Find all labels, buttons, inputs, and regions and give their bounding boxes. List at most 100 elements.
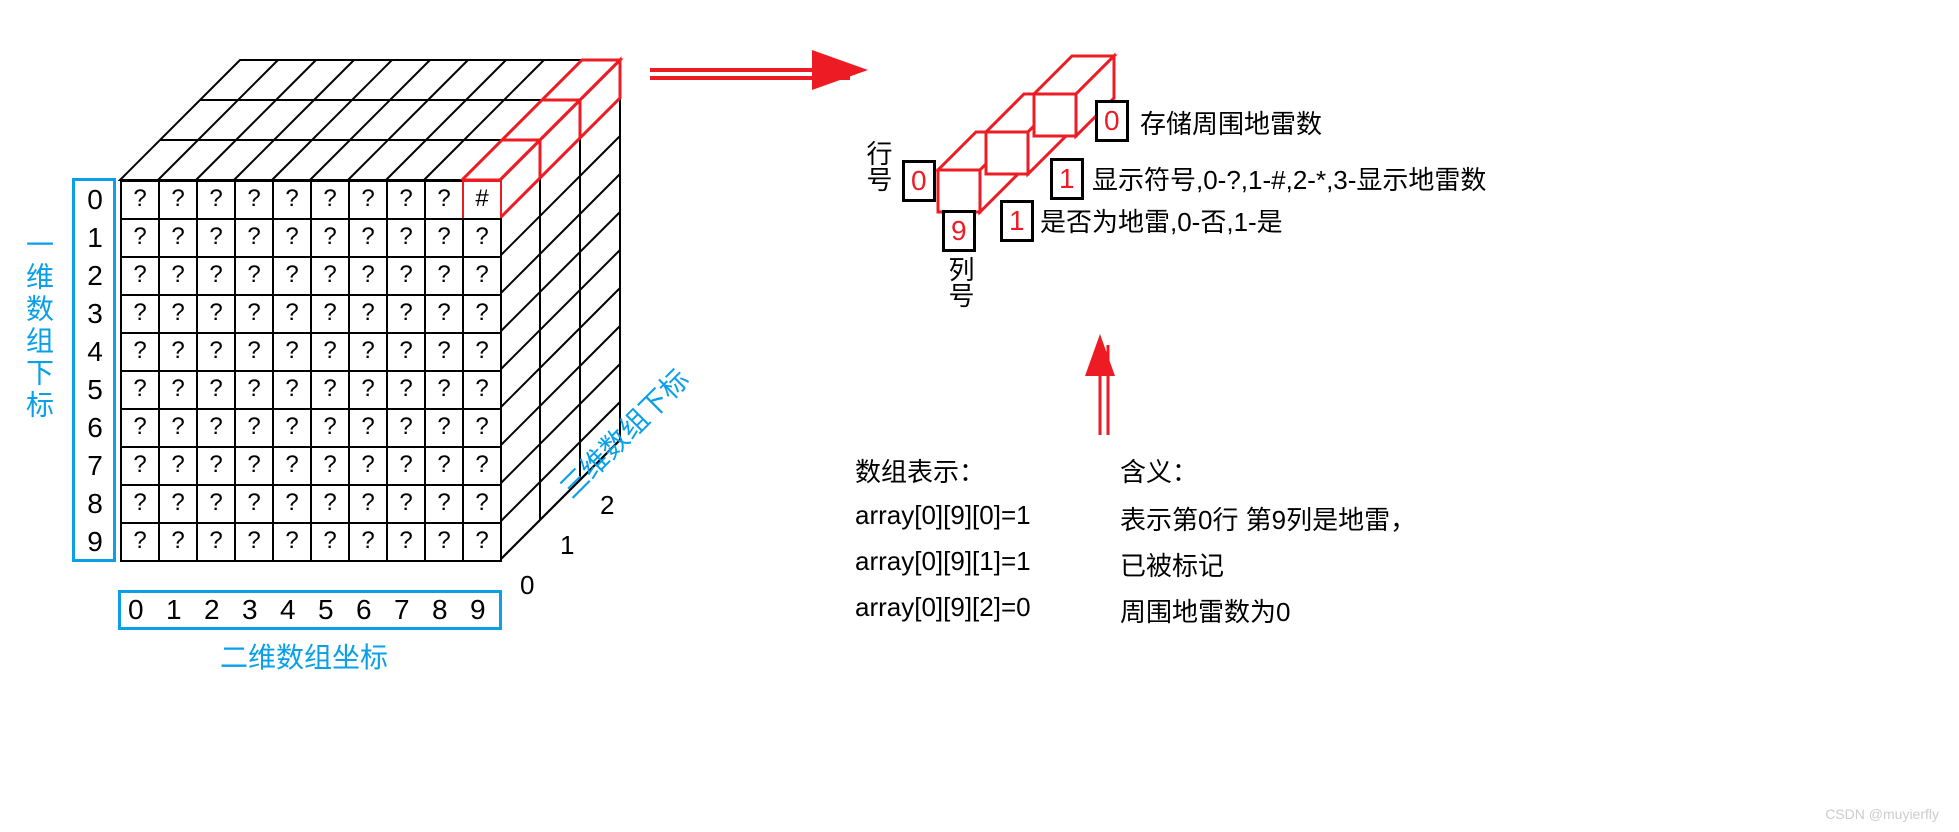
watermark: CSDN @muyierfly xyxy=(1825,806,1939,822)
grid-cell: ? xyxy=(310,294,350,334)
grid-cell: ? xyxy=(424,522,464,562)
grid-cell: ? xyxy=(196,332,236,372)
col-header: 4 xyxy=(280,594,296,626)
grid-cell: ? xyxy=(424,332,464,372)
col-header: 2 xyxy=(204,594,220,626)
grid-cell: ? xyxy=(158,370,198,410)
grid-cell: ? xyxy=(386,256,426,296)
col-header: 1 xyxy=(166,594,182,626)
grid-cell: ? xyxy=(462,446,502,486)
legend-left-title: 数组表示： xyxy=(855,452,985,489)
col-header: 9 xyxy=(470,594,486,626)
grid-cell: ? xyxy=(158,446,198,486)
grid-cell: ? xyxy=(348,370,388,410)
detail-col-box: 9 xyxy=(942,210,976,252)
grid-cell: ? xyxy=(120,370,160,410)
grid-cell: ? xyxy=(310,484,350,524)
grid-cell: ? xyxy=(196,408,236,448)
grid-cell: ? xyxy=(310,408,350,448)
grid-cell: ? xyxy=(196,522,236,562)
grid-cell: ? xyxy=(348,446,388,486)
legend-right: 已被标记 xyxy=(1120,546,1224,583)
dim1-label: 一维数组下标 xyxy=(18,230,58,422)
grid-cell: ? xyxy=(272,446,312,486)
grid-cell: ? xyxy=(348,522,388,562)
grid-cell: ? xyxy=(310,446,350,486)
grid-cell: ? xyxy=(158,522,198,562)
row-header: 3 xyxy=(80,298,110,330)
grid-cell: ? xyxy=(424,256,464,296)
grid-cell: ? xyxy=(348,256,388,296)
grid-cell: ? xyxy=(196,180,236,220)
grid-cell: # xyxy=(462,180,502,220)
grid-cell: ? xyxy=(272,408,312,448)
grid-cell: ? xyxy=(462,484,502,524)
grid-cell: ? xyxy=(272,256,312,296)
grid-cell: ? xyxy=(348,408,388,448)
grid-cell: ? xyxy=(424,446,464,486)
grid-cell: ? xyxy=(386,484,426,524)
grid-cell: ? xyxy=(462,294,502,334)
grid-cell: ? xyxy=(386,218,426,258)
grid-cell: ? xyxy=(120,180,160,220)
row-header: 9 xyxy=(80,526,110,558)
grid-cell: ? xyxy=(158,180,198,220)
legend-right: 周围地雷数为0 xyxy=(1120,592,1290,629)
detail-ismine-box: 1 xyxy=(1000,200,1034,242)
grid-cell: ? xyxy=(424,218,464,258)
grid-cell: ? xyxy=(424,294,464,334)
grid-cell: ? xyxy=(234,256,274,296)
col-num-label: 列号 xyxy=(942,256,979,308)
col-header: 0 xyxy=(128,594,144,626)
grid-cell: ? xyxy=(310,218,350,258)
grid-cell: ? xyxy=(272,484,312,524)
detail-minecount-box: 0 xyxy=(1095,100,1129,142)
depth-1: 1 xyxy=(560,530,574,561)
grid-cell: ? xyxy=(158,484,198,524)
grid-cell: ? xyxy=(120,484,160,524)
grid-cell: ? xyxy=(158,408,198,448)
grid-cell: ? xyxy=(234,408,274,448)
grid-cell: ? xyxy=(386,522,426,562)
grid-cell: ? xyxy=(234,294,274,334)
grid-cell: ? xyxy=(196,218,236,258)
grid-cell: ? xyxy=(158,294,198,334)
depth-2: 2 xyxy=(600,490,614,521)
grid-cell: ? xyxy=(196,294,236,334)
grid-cell: ? xyxy=(196,446,236,486)
grid-cell: ? xyxy=(386,180,426,220)
grid-cell: ? xyxy=(424,370,464,410)
grid-cell: ? xyxy=(234,332,274,372)
col-header: 3 xyxy=(242,594,258,626)
row-header: 1 xyxy=(80,222,110,254)
grid-cell: ? xyxy=(310,522,350,562)
grid-cell: ? xyxy=(120,522,160,562)
grid-cell: ? xyxy=(462,256,502,296)
grid-cell: ? xyxy=(272,294,312,334)
grid-cell: ? xyxy=(234,484,274,524)
row-header: 6 xyxy=(80,412,110,444)
legend-right-title: 含义： xyxy=(1120,452,1198,489)
grid-cell: ? xyxy=(120,218,160,258)
grid-cell: ? xyxy=(348,294,388,334)
grid-cell: ? xyxy=(234,218,274,258)
grid-cell: ? xyxy=(196,484,236,524)
row-header: 8 xyxy=(80,488,110,520)
legend-left: array[0][9][1]=1 xyxy=(855,546,1031,577)
grid-cell: ? xyxy=(310,180,350,220)
grid-cell: ? xyxy=(310,332,350,372)
grid-cell: ? xyxy=(272,218,312,258)
legend-left: array[0][9][0]=1 xyxy=(855,500,1031,531)
detail-minecount-caption: 存储周围地雷数 xyxy=(1140,104,1322,141)
grid-cell: ? xyxy=(386,332,426,372)
grid-cell: ? xyxy=(158,256,198,296)
grid-cell: ? xyxy=(234,370,274,410)
row-header: 5 xyxy=(80,374,110,406)
grid-cell: ? xyxy=(234,446,274,486)
grid-cell: ? xyxy=(196,370,236,410)
col-header: 7 xyxy=(394,594,410,626)
grid-cell: ? xyxy=(424,484,464,524)
row-num-label: 行号 xyxy=(860,140,897,192)
grid-cell: ? xyxy=(424,180,464,220)
grid-cell: ? xyxy=(348,332,388,372)
